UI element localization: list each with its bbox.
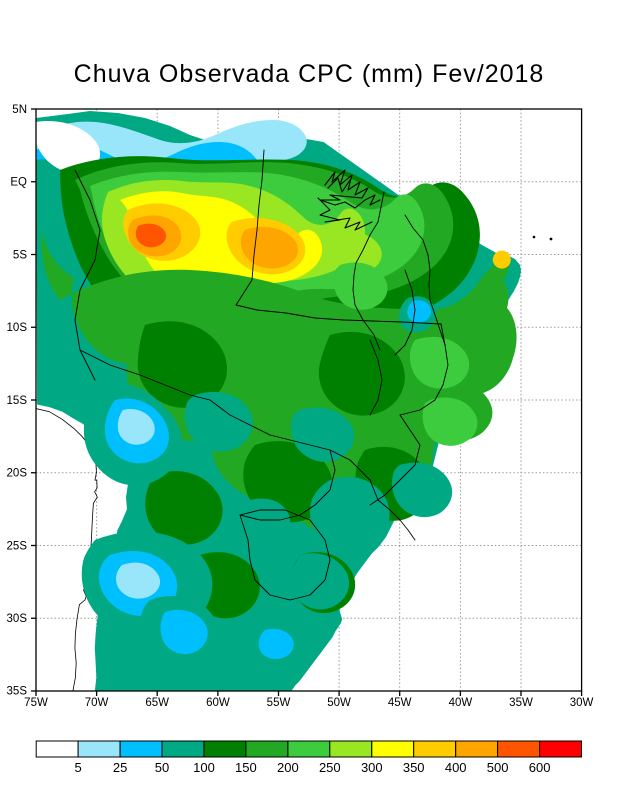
svg-text:60W: 60W (206, 697, 230, 709)
svg-text:EQ: EQ (10, 177, 27, 189)
svg-text:75W: 75W (24, 697, 48, 709)
svg-text:35S: 35S (7, 686, 28, 698)
svg-text:50: 50 (155, 760, 169, 775)
svg-text:10S: 10S (7, 322, 28, 334)
svg-text:70W: 70W (85, 697, 109, 709)
svg-text:500: 500 (487, 760, 509, 775)
svg-text:45W: 45W (388, 697, 412, 709)
svg-text:25S: 25S (7, 541, 28, 553)
svg-text:40W: 40W (449, 697, 473, 709)
svg-text:300: 300 (361, 760, 383, 775)
svg-text:55W: 55W (267, 697, 291, 709)
svg-text:250: 250 (319, 760, 341, 775)
svg-text:20S: 20S (7, 468, 28, 480)
svg-text:30S: 30S (7, 613, 28, 625)
svg-text:30W: 30W (570, 697, 594, 709)
svg-text:5: 5 (74, 760, 81, 775)
svg-text:200: 200 (277, 760, 299, 775)
svg-text:15S: 15S (7, 395, 28, 407)
svg-text:5N: 5N (12, 104, 27, 116)
svg-text:5S: 5S (13, 250, 27, 262)
svg-text:50W: 50W (327, 697, 351, 709)
svg-text:150: 150 (235, 760, 257, 775)
svg-text:600: 600 (529, 760, 551, 775)
svg-text:350: 350 (403, 760, 425, 775)
svg-text:25: 25 (113, 760, 127, 775)
svg-text:35W: 35W (509, 697, 533, 709)
svg-text:100: 100 (193, 760, 215, 775)
svg-text:65W: 65W (145, 697, 169, 709)
svg-text:400: 400 (445, 760, 467, 775)
